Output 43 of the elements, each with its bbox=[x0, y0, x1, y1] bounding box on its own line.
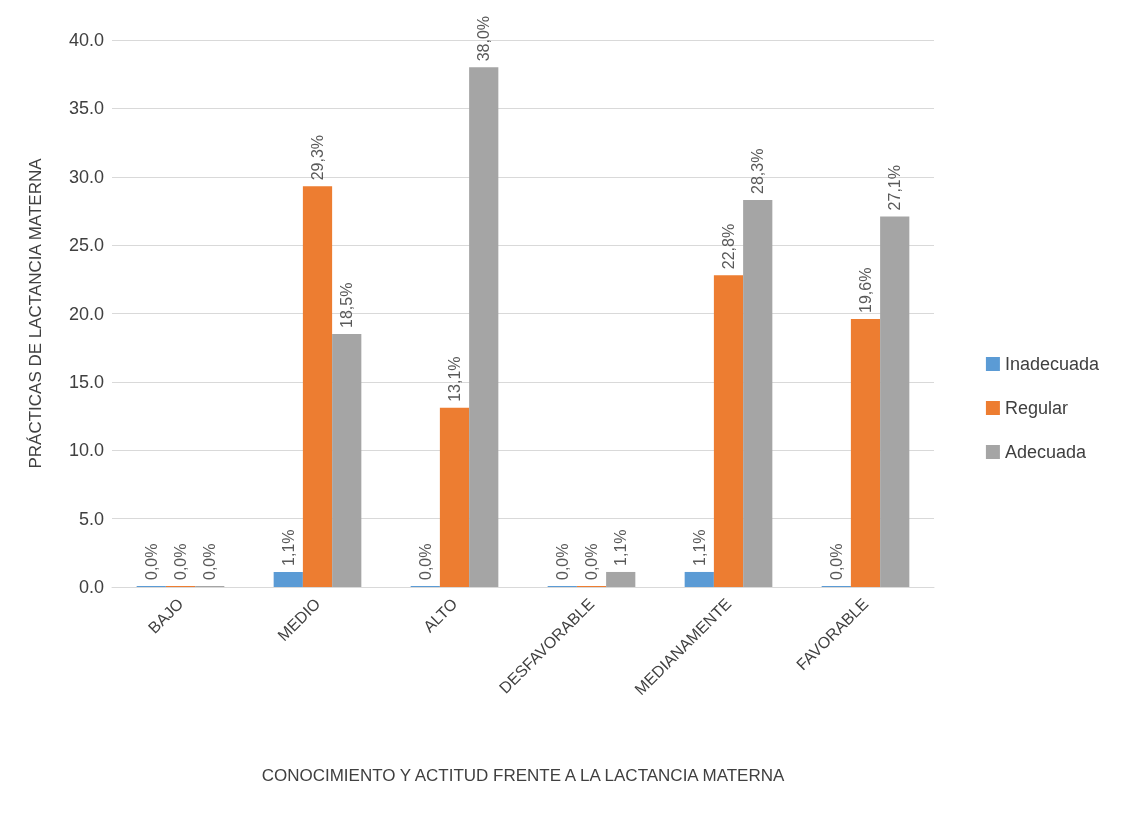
data-label: 18,5% bbox=[338, 282, 356, 329]
bar bbox=[302, 186, 333, 587]
legend-label: Adecuada bbox=[1004, 442, 1087, 462]
y-tick-label: 10.0 bbox=[68, 440, 104, 461]
data-label: 0,0% bbox=[201, 543, 219, 580]
y-tick-label: 40.0 bbox=[68, 30, 104, 50]
y-tick-label: 0.0 bbox=[78, 577, 104, 597]
data-label: 0,0% bbox=[416, 543, 434, 580]
bar bbox=[273, 571, 303, 587]
legend-label: Inadecuada bbox=[1004, 354, 1100, 374]
data-label: 13,1% bbox=[446, 356, 463, 402]
bar bbox=[332, 334, 362, 587]
y-tick-label: 25.0 bbox=[68, 235, 104, 256]
data-label: 0,0% bbox=[142, 543, 160, 580]
data-label: 0,0% bbox=[583, 543, 600, 580]
data-label: 1,1% bbox=[690, 529, 708, 566]
bar bbox=[880, 216, 910, 587]
bar bbox=[713, 275, 744, 587]
y-tick-label: 35.0 bbox=[68, 98, 104, 119]
bar bbox=[469, 67, 499, 587]
x-axis-title: CONOCIMIENTO Y ACTITUD FRENTE A LA LACTANCIA MATERNA bbox=[261, 766, 785, 785]
data-label: 0,0% bbox=[827, 543, 845, 580]
data-label: 29,3% bbox=[309, 134, 326, 181]
y-tick-label: 20.0 bbox=[68, 303, 104, 324]
data-label: 19,6% bbox=[857, 267, 874, 313]
data-label: 27,1% bbox=[886, 165, 904, 211]
data-label: 0,0% bbox=[553, 543, 571, 580]
bar bbox=[684, 571, 714, 587]
y-tick-label: 15.0 bbox=[68, 371, 104, 392]
y-tick-label: 30.0 bbox=[68, 166, 104, 187]
bar bbox=[743, 200, 773, 587]
data-label: 0,0% bbox=[172, 543, 189, 580]
data-label: 1,1% bbox=[279, 529, 297, 566]
data-label: 22,8% bbox=[720, 223, 737, 270]
legend-label: Regular bbox=[1004, 398, 1068, 418]
y-tick-label: 5.0 bbox=[78, 508, 104, 529]
bar bbox=[606, 571, 636, 587]
y-axis-title: PRÁCTICAS DE LACTANCIA MATERNA bbox=[26, 157, 45, 469]
bar bbox=[850, 318, 881, 587]
bar bbox=[439, 407, 470, 587]
data-label: 1,1% bbox=[612, 529, 630, 566]
data-label: 28,3% bbox=[749, 148, 767, 194]
data-label: 38,0% bbox=[475, 15, 493, 62]
